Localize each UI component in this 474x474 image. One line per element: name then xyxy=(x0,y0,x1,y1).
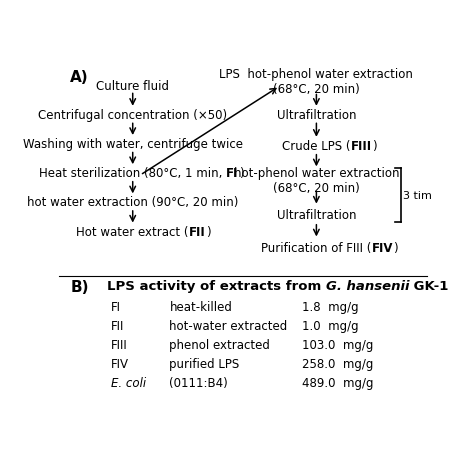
Text: ): ) xyxy=(238,167,243,180)
Text: B): B) xyxy=(70,280,89,294)
Text: 258.0  mg/g: 258.0 mg/g xyxy=(301,358,373,371)
Text: phenol extracted: phenol extracted xyxy=(169,339,270,352)
Text: Centrifugal concentration (×50): Centrifugal concentration (×50) xyxy=(38,109,227,122)
Text: LPS activity of extracts from: LPS activity of extracts from xyxy=(107,280,326,292)
Text: E. coli: E. coli xyxy=(110,377,146,390)
Text: Washing with water, centrifuge twice: Washing with water, centrifuge twice xyxy=(23,138,243,151)
Text: Heat sterilization (80°C, 1 min,: Heat sterilization (80°C, 1 min, xyxy=(39,167,226,180)
Text: FI: FI xyxy=(110,301,121,314)
Text: 1.8  mg/g: 1.8 mg/g xyxy=(301,301,358,314)
Text: 103.0  mg/g: 103.0 mg/g xyxy=(301,339,373,352)
Text: FIV: FIV xyxy=(110,358,128,371)
Text: ): ) xyxy=(372,140,376,153)
Text: GK-1: GK-1 xyxy=(410,280,449,292)
Text: Ultrafiltration: Ultrafiltration xyxy=(277,209,356,222)
Text: 1.0  mg/g: 1.0 mg/g xyxy=(301,320,358,333)
Text: FII: FII xyxy=(189,226,206,238)
Text: Culture fluid: Culture fluid xyxy=(96,80,169,92)
Text: FIV: FIV xyxy=(372,242,393,255)
Text: FIII: FIII xyxy=(351,140,372,153)
Text: 3 tim: 3 tim xyxy=(403,191,432,201)
Text: hot-phenol water extraction
(68°C, 20 min): hot-phenol water extraction (68°C, 20 mi… xyxy=(234,167,399,195)
Text: hot water extraction (90°C, 20 min): hot water extraction (90°C, 20 min) xyxy=(27,196,238,210)
Text: A): A) xyxy=(70,70,89,85)
Text: FI: FI xyxy=(226,167,238,180)
Text: ): ) xyxy=(206,226,210,238)
Text: ): ) xyxy=(393,242,398,255)
Text: Hot water extract (: Hot water extract ( xyxy=(76,226,189,238)
Text: Purification of FIII (: Purification of FIII ( xyxy=(261,242,372,255)
Text: purified LPS: purified LPS xyxy=(169,358,240,371)
Text: Ultrafiltration: Ultrafiltration xyxy=(277,109,356,122)
Text: Crude LPS (: Crude LPS ( xyxy=(282,140,351,153)
Text: (0111:B4): (0111:B4) xyxy=(169,377,228,390)
Text: LPS  hot-phenol water extraction
(68°C, 20 min): LPS hot-phenol water extraction (68°C, 2… xyxy=(219,68,413,96)
Text: FIII: FIII xyxy=(110,339,128,352)
Text: G. hansenii: G. hansenii xyxy=(326,280,410,292)
Text: FII: FII xyxy=(110,320,124,333)
Text: 489.0  mg/g: 489.0 mg/g xyxy=(301,377,373,390)
Text: heat-killed: heat-killed xyxy=(169,301,232,314)
Text: hot-water extracted: hot-water extracted xyxy=(169,320,288,333)
